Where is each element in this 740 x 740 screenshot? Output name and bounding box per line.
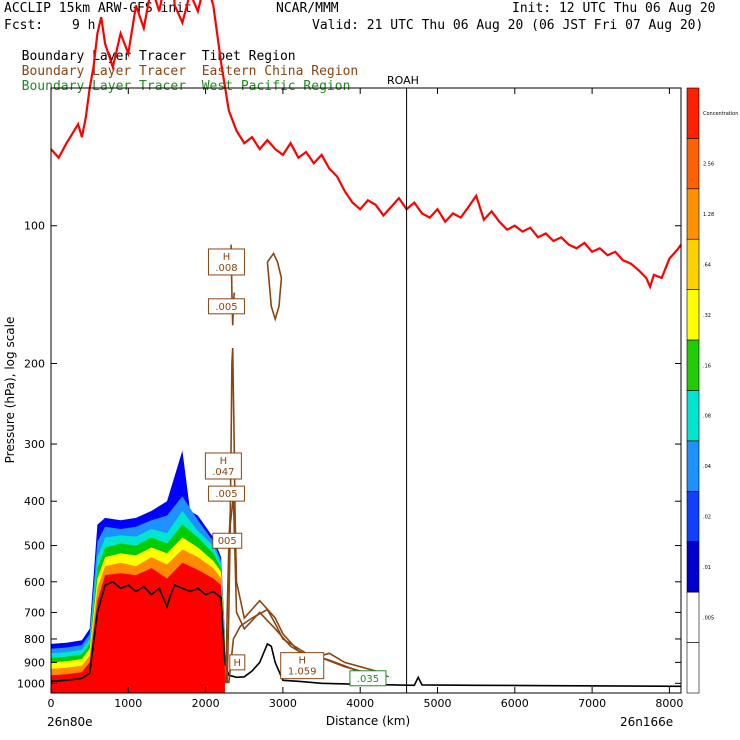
contour-label-frame xyxy=(207,248,245,276)
y-tick-label: 1000 xyxy=(17,677,45,690)
contour-label-box: 005 xyxy=(212,532,243,549)
x-tick-label: 5000 xyxy=(424,697,452,710)
colorbar-swatch xyxy=(686,87,700,139)
contour-label-box: H.008 xyxy=(207,248,245,276)
eastern-china-contour-2 xyxy=(228,608,369,684)
y-tick-label: 700 xyxy=(24,606,45,619)
colorbar-swatch xyxy=(686,339,700,391)
colorbar-level-label: .02 xyxy=(703,515,711,521)
colorbar-level-label: Concentration xyxy=(703,111,738,117)
tracer-concentration-bands xyxy=(51,450,225,693)
x-tick-label: 7000 xyxy=(578,697,606,710)
colorbar-swatch xyxy=(686,591,700,643)
init-time: Init: 12 UTC Thu 06 Aug 20 xyxy=(512,1,716,16)
contour-label-text: H xyxy=(220,456,228,467)
contour-label-box: H xyxy=(229,654,246,671)
contour-label-frame xyxy=(207,485,245,502)
x-tick-label: 2000 xyxy=(192,697,220,710)
y-tick-label: 200 xyxy=(24,357,45,370)
y-axis-title: Pressure (hPa), log scale xyxy=(3,317,17,464)
plot-frame xyxy=(50,87,682,694)
tracer-band-0.005 xyxy=(51,562,225,693)
colorbar-swatch xyxy=(686,138,700,190)
eastern-china-contour-0 xyxy=(224,347,376,684)
contour-label-box: H.047 xyxy=(204,452,242,480)
colorbar-level-label: .32 xyxy=(703,313,711,319)
legend-prefix: Boundary Layer Tracer xyxy=(21,64,187,79)
legend-entry-eastern-china: Boundary Layer Tracer Eastern China Regi… xyxy=(6,51,359,79)
contour-label-text: .005 xyxy=(215,302,237,313)
colorbar-level-label: .01 xyxy=(703,565,711,571)
legend-region: Eastern China Region xyxy=(201,64,359,79)
x-axis-title: Distance (km) xyxy=(326,714,410,728)
contour-label-frame xyxy=(204,452,242,480)
x-tick-label: 0 xyxy=(48,697,55,710)
legend-prefix: Boundary Layer Tracer xyxy=(21,79,187,94)
contour-label-text: H xyxy=(234,658,242,669)
contour-label-frame xyxy=(349,670,387,687)
y-tick-label: 800 xyxy=(24,633,45,646)
tibet-tracer-contour xyxy=(50,580,682,688)
eastern-china-loop-contour xyxy=(266,251,283,322)
x-tick-label: 1000 xyxy=(114,697,142,710)
valid-time: Valid: 21 UTC Thu 06 Aug 20 (06 JST Fri … xyxy=(312,18,704,33)
contour-label-text: .035 xyxy=(357,674,379,685)
forecast-hours: 9 h xyxy=(72,18,96,33)
tropopause-line xyxy=(50,0,682,290)
contour-label-box: .005 xyxy=(207,485,245,502)
start-location-label: 26n80e xyxy=(47,715,93,729)
y-tick-label: 100 xyxy=(24,220,45,233)
contour-lines xyxy=(50,0,682,693)
colorbar-swatch xyxy=(686,642,700,694)
contour-label-text: 005 xyxy=(218,536,237,547)
x-tick-label: 8000 xyxy=(655,697,683,710)
colorbar-level-label: .08 xyxy=(703,414,711,420)
organization-label: NCAR/MMM xyxy=(276,1,339,16)
contour-label-frame xyxy=(280,652,325,680)
colorbar-level-label: .16 xyxy=(703,363,711,369)
x-tick-label: 4000 xyxy=(346,697,374,710)
contour-label-box: .005 xyxy=(207,298,245,315)
colorbar: Concentration 2.56 1.28 .64 .32 .16 .08 .04 .02.… xyxy=(686,87,738,694)
contour-label-text: H xyxy=(298,656,306,667)
y-tick-label: 500 xyxy=(24,540,45,553)
colorbar-level-label: 1.28 xyxy=(703,212,714,218)
y-tick-label: 900 xyxy=(24,656,45,669)
y-tick-label: 300 xyxy=(24,438,45,451)
contour-label-text: 1.059 xyxy=(288,667,317,678)
y-tick-label: 600 xyxy=(24,576,45,589)
end-location-label: 26n166e xyxy=(620,715,673,729)
x-tick-label: 3000 xyxy=(269,697,297,710)
roah-marker-label: ROAH xyxy=(387,74,419,87)
colorbar-swatch xyxy=(686,188,700,240)
contour-label-text: .047 xyxy=(212,467,234,478)
colorbar-swatch xyxy=(686,541,700,593)
legend-prefix: Boundary Layer Tracer xyxy=(21,49,187,64)
x-tick-label: 6000 xyxy=(501,697,529,710)
contour-label-box: .035 xyxy=(349,670,387,687)
contour-label-text: .008 xyxy=(215,263,237,274)
colorbar-level-label: .64 xyxy=(703,262,711,268)
contour-label-text: .005 xyxy=(215,489,237,500)
axes: 0 1000 2000 3000 4000 5000 6000 7000 80001002003… xyxy=(17,88,683,710)
colorbar-swatch xyxy=(686,491,700,543)
legend-entry-tibet: Boundary Layer Tracer Tibet Region xyxy=(6,36,296,64)
contour-label-frame xyxy=(212,532,243,549)
colorbar-level-label: .04 xyxy=(703,464,711,470)
y-tick-label: 400 xyxy=(24,495,45,508)
colorbar-swatch xyxy=(686,390,700,442)
contour-label-frame xyxy=(229,654,246,671)
colorbar-level-label: .005 xyxy=(703,615,714,621)
colorbar-level-label: 2.56 xyxy=(703,162,714,168)
colorbar-swatch xyxy=(686,238,700,290)
colorbar-swatch xyxy=(686,289,700,341)
contour-label-box: H1.059 xyxy=(280,652,325,680)
forecast-label: Fcst: xyxy=(4,18,44,33)
contour-label-frame xyxy=(207,298,245,315)
contour-label-text: H xyxy=(223,252,231,263)
colorbar-swatch xyxy=(686,440,700,492)
